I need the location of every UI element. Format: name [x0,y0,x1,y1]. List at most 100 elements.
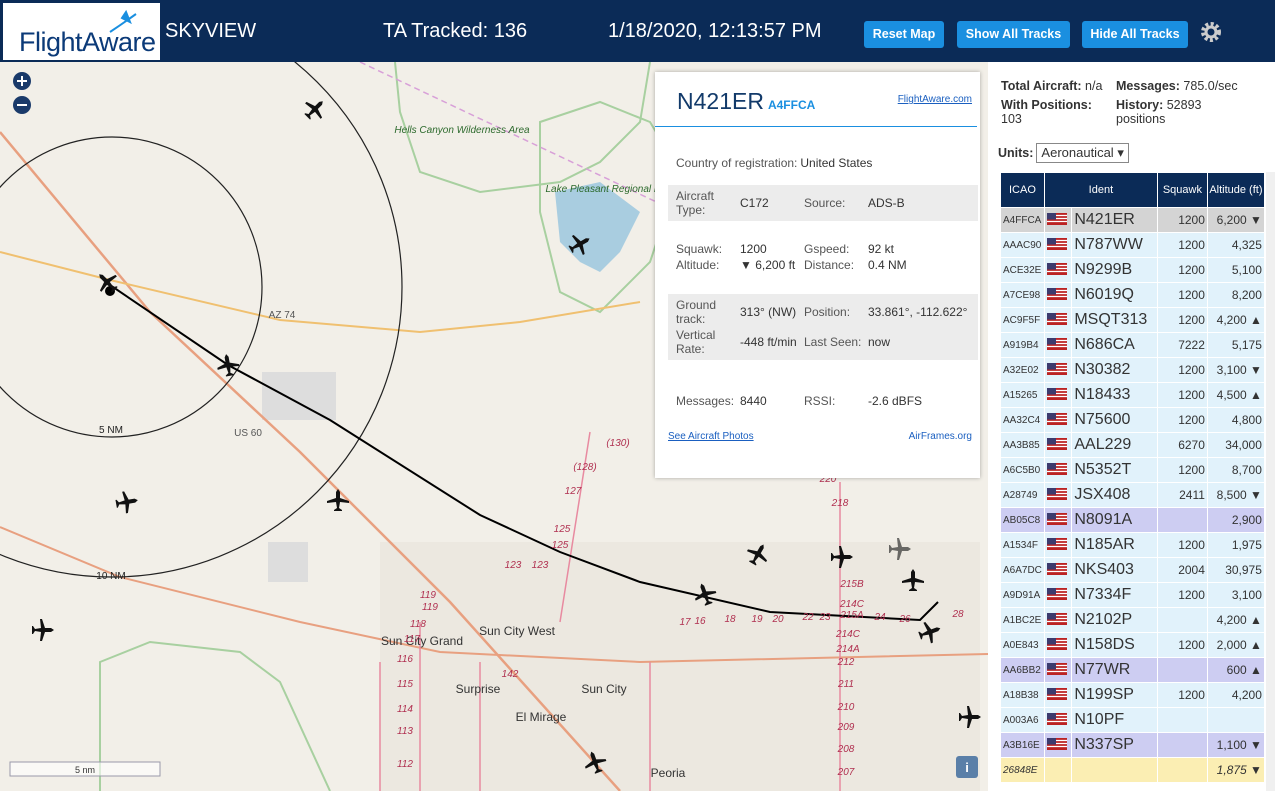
scrollbar[interactable] [1266,172,1275,791]
aircraft-table: ICAO Ident Squawk Altitude (ft) A4FFCA N4… [1000,172,1265,783]
road-number: 127 [565,486,582,497]
sidebar: Total Aircraft: n/a Messages: 785.0/sec … [988,62,1275,791]
detail-label: RSSI: [804,394,836,408]
detail-value: ADS-B [868,196,905,210]
map-label: Sun City Grand [381,634,463,648]
table-cell: A1534F [1000,532,1045,558]
table-row[interactable]: A32E02 N30382 1200 3,100 ▼ [1000,357,1265,383]
road-number: (130) [606,438,629,449]
table-cell: AC9F5F [1000,307,1045,333]
detail-value: -448 ft/min [740,335,797,349]
table-cell: N75600 [1071,407,1158,433]
table-row[interactable]: A003A6 N10PF [1000,707,1265,733]
road-number: 112 [397,759,413,770]
header: FlightAware SKYVIEW TA Tracked: 136 1/18… [0,0,1275,62]
flag [1043,332,1073,358]
road-number: 119 [420,590,436,601]
table-row[interactable]: AA32C4 N75600 1200 4,800 [1000,407,1265,433]
flag [1043,632,1073,658]
road-number: 218 [831,498,849,509]
road-number: 214A [835,644,860,655]
table-row[interactable]: A0E843 N158DS 1200 2,000 ▲ [1000,632,1265,658]
table-cell: A6C5B0 [1000,457,1045,483]
table-row[interactable]: AB05C8 N8091A 2,900 [1000,507,1265,533]
link[interactable]: AirFrames.org [908,431,972,442]
flag [1043,282,1073,308]
table-cell: 1200 [1156,582,1208,608]
table-row[interactable]: ACE32E N9299B 1200 5,100 [1000,257,1265,283]
road-number: 113 [397,726,413,737]
table-cell: N10PF [1071,707,1158,733]
table-row[interactable]: A18B38 N199SP 1200 4,200 [1000,682,1265,708]
table-row[interactable]: 26848E 1,875 ▼ [1000,757,1265,783]
table-row[interactable]: A3B16E N337SP 1,100 ▼ [1000,732,1265,758]
table-row[interactable]: A15265 N18433 1200 4,500 ▲ [1000,382,1265,408]
table-row[interactable]: A9D91A N7334F 1200 3,100 [1000,582,1265,608]
detail-label: Altitude: [676,258,720,272]
button[interactable]: Hide All Tracks [1082,21,1188,48]
units-select[interactable]: Aeronautical ▾ [1036,143,1129,163]
stat: History: 52893 positions [1116,98,1202,126]
road-number: 211 [837,679,854,690]
table-row[interactable]: A7CE98 N6019Q 1200 8,200 [1000,282,1265,308]
table-cell [1206,707,1265,733]
link[interactable]: See Aircraft Photos [668,431,754,442]
logo[interactable]: FlightAware [3,3,160,60]
button[interactable]: Show All Tracks [957,21,1070,48]
detail-value: 313° (NW) [740,305,797,319]
table-cell: 8,500 ▼ [1206,482,1265,508]
button[interactable]: Reset Map [864,21,944,48]
table-row[interactable]: A1534F N185AR 1200 1,975 [1000,532,1265,558]
info-button[interactable] [956,756,978,778]
table-cell: AA3B85 [1000,432,1045,458]
table-row[interactable]: A6C5B0 N5352T 1200 8,700 [1000,457,1265,483]
table-cell: 3,100 [1206,582,1265,608]
flag [1043,582,1073,608]
table-row[interactable]: A919B4 N686CA 7222 5,175 [1000,332,1265,358]
column-header[interactable]: Ident [1043,172,1158,208]
table-cell: 1200 [1156,532,1208,558]
table-cell: 1200 [1156,632,1208,658]
table-row[interactable]: AC9F5F MSQT313 1200 4,200 ▲ [1000,307,1265,333]
table-row[interactable]: A1BC2E N2102P 4,200 ▲ [1000,607,1265,633]
stat: Total Aircraft: n/a [1001,79,1103,93]
table-cell: A9D91A [1000,582,1045,608]
link[interactable]: FlightAware.com [897,94,972,105]
table-cell [1156,732,1208,758]
svg-text:i: i [965,760,969,775]
table-cell: N686CA [1071,332,1158,358]
column-header[interactable]: Altitude (ft) [1206,172,1265,208]
table-cell: 1200 [1156,207,1208,233]
table-cell: 6,200 ▼ [1206,207,1265,233]
detail-value: 0.4 NM [868,258,907,272]
map-label: El Mirage [516,710,567,724]
popup-ident: N421ER A4FFCA [677,88,815,115]
settings-gear[interactable] [1199,20,1223,44]
table-cell: AA32C4 [1000,407,1045,433]
table-cell: A919B4 [1000,332,1045,358]
stat: With Positions: 103 [1001,98,1092,126]
table-row[interactable]: AA6BB2 N77WR 600 ▲ [1000,657,1265,683]
table-row[interactable]: A28749 JSX408 2411 8,500 ▼ [1000,482,1265,508]
table-cell: 1,100 ▼ [1206,732,1265,758]
table-cell [1156,507,1208,533]
table-cell: N8091A [1071,507,1158,533]
detail-value: -2.6 dBFS [868,394,923,408]
table-row[interactable]: AA3B85 AAL229 6270 34,000 [1000,432,1265,458]
column-header[interactable]: ICAO [1000,172,1045,208]
detail-label: Source: [804,196,846,210]
table-row[interactable]: A4FFCA N421ER 1200 6,200 ▼ [1000,207,1265,233]
table-cell: N6019Q [1071,282,1158,308]
scale-bar [9,761,161,777]
table-cell: 30,975 [1206,557,1265,583]
table-row[interactable]: A6A7DC NKS403 2004 30,975 [1000,557,1265,583]
road-number: 214C [839,599,865,610]
column-header[interactable]: Squawk [1156,172,1208,208]
detail-value: 92 kt [868,242,895,256]
flag [1043,457,1073,483]
table-cell: 5,175 [1206,332,1265,358]
datetime: 1/18/2020, 12:13:57 PM [608,20,822,42]
table-row[interactable]: AAAC90 N787WW 1200 4,325 [1000,232,1265,258]
flag [1043,482,1073,508]
road-number: 220 [819,474,837,485]
